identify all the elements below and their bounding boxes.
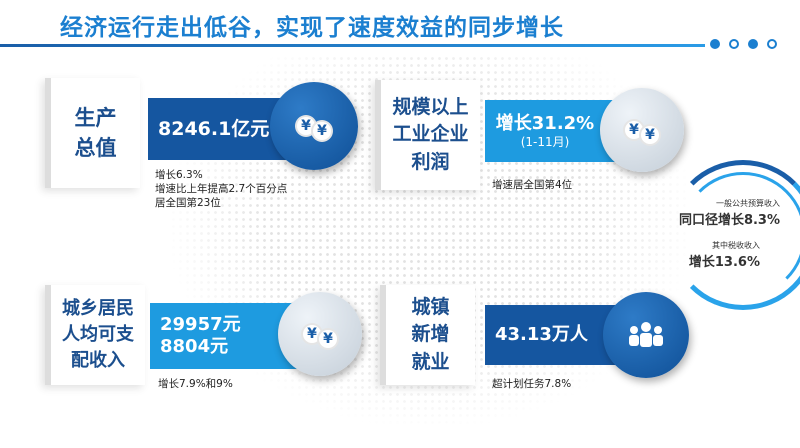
industry-profit-label: 规模以上工业企业利润 xyxy=(375,80,480,190)
label-line: 利润 xyxy=(411,150,450,173)
gdp-label: 生产 总值 xyxy=(45,78,140,188)
urban-income: 29957元 xyxy=(160,314,241,336)
pager-dots xyxy=(710,39,777,49)
yen-coins-icon: ¥ ¥ xyxy=(600,88,684,172)
profit-notes: 增速居全国第4位 xyxy=(492,178,572,192)
title-divider xyxy=(0,44,705,47)
label-line: 城乡居民 xyxy=(62,297,134,319)
note-line: 增速比上年提高2.7个百分点 xyxy=(155,183,288,196)
dot-icon xyxy=(729,39,739,49)
gdp-notes: 增长6.3% 增速比上年提高2.7个百分点 居全国第23位 xyxy=(155,168,287,211)
note-line: 增长7.9%和9% xyxy=(158,378,233,390)
label-line: 城镇 xyxy=(411,295,450,318)
note-line: 增速居全国第4位 xyxy=(492,179,573,191)
revenue-caption: 一般公共预算收入 xyxy=(716,199,780,208)
revenue-ring xyxy=(668,160,800,310)
note-line: 超计划任务7.8% xyxy=(492,378,572,390)
tax-caption: 其中税收收入 xyxy=(712,241,760,250)
tax-growth: 增长13.6% xyxy=(688,255,760,270)
label-line: 人均可支 xyxy=(62,323,134,345)
employment-notes: 超计划任务7.8% xyxy=(492,377,571,391)
yen-coins-icon: ¥ ¥ xyxy=(278,292,362,376)
label-line: 生产 xyxy=(74,105,117,130)
label-line: 配收入 xyxy=(71,350,125,372)
dot-icon xyxy=(767,39,777,49)
gdp-value: 8246.1亿元 xyxy=(158,117,270,140)
dot-icon xyxy=(748,39,758,49)
employment-value: 43.13万人 xyxy=(495,324,588,346)
profit-period: (1-11月) xyxy=(520,134,570,149)
people-group-icon xyxy=(603,292,689,378)
dot-icon xyxy=(710,39,720,49)
revenue-growth: 同口径增长8.3% xyxy=(678,213,780,228)
label-line: 规模以上 xyxy=(392,95,469,118)
profit-value: 增长31.2% xyxy=(495,113,595,134)
income-label: 城乡居民人均可支配收入 xyxy=(45,285,145,385)
revenue-ring-inner xyxy=(680,172,800,298)
yen-coins-icon: ¥ ¥ xyxy=(270,82,358,170)
income-notes: 增长7.9%和9% xyxy=(158,377,233,391)
note-line: 居全国第23位 xyxy=(155,197,221,210)
rural-income: 8804元 xyxy=(160,336,229,357)
employment-label: 城镇 新增 就业 xyxy=(380,285,475,385)
label-line: 总值 xyxy=(74,136,117,160)
label-line: 新增 xyxy=(411,323,450,346)
note-line: 增长6.3% xyxy=(155,169,203,181)
label-line: 工业企业 xyxy=(392,123,469,146)
label-line: 就业 xyxy=(411,350,450,373)
page-title: 经济运行走出低谷，实现了速度效益的同步增长 xyxy=(60,15,564,41)
